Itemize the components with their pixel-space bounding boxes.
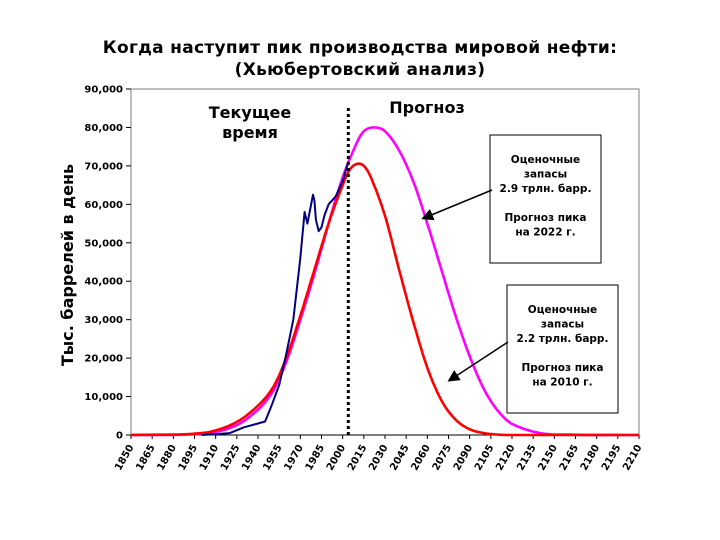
x-tick-label: 1895 [177,443,200,473]
x-tick-label: 1865 [134,443,157,473]
x-tick-label: 2135 [515,443,538,473]
y-tick-label: 70,000 [84,161,123,172]
annotation-box-2010-text: запасы [541,319,584,331]
x-tick-label: 2120 [494,443,517,473]
x-tick-label: 1925 [219,443,242,473]
y-tick-label: 40,000 [84,277,123,288]
x-tick-label: 2180 [579,443,602,473]
arrow-to-2010-curve [447,341,509,382]
x-tick-label: 1970 [282,443,305,473]
x-tick-label: 2060 [409,443,432,473]
x-tick-label: 2210 [621,443,644,473]
y-tick-label: 10,000 [84,392,123,403]
y-tick-label: 60,000 [84,200,123,211]
x-tick-label: 2090 [452,443,475,473]
current-time-label: время [222,123,278,142]
forecast-2022-line [130,126,639,437]
x-tick-label: 2045 [388,443,411,473]
y-tick-label: 20,000 [84,354,123,365]
actual-production-line [201,161,350,436]
annotation-box-2010-text: Оценочные [528,304,597,316]
annotation-box-2022-text: 2.9 трлн. барр. [500,183,592,195]
x-tick-label: 1940 [240,443,263,473]
x-tick-label: 2000 [325,443,348,473]
forecast-label: Прогноз [389,98,465,117]
y-tick-label: 30,000 [84,315,123,326]
x-tick-label: 2165 [558,443,581,473]
x-tick-label: 2150 [536,443,559,473]
arrow-to-2022-curve [421,189,493,221]
y-tick-label: 80,000 [84,123,123,134]
annotation-box-2010 [506,284,619,414]
x-tick-label: 1910 [198,443,221,473]
x-tick-label: 1850 [113,443,136,473]
y-tick-label: 50,000 [84,238,123,249]
annotation-box-2010-text: Прогноз пика [521,362,603,374]
y-tick-label: 0 [116,431,123,442]
annotation-box-2022-text: Прогноз пика [504,212,586,224]
current-time-label: Текущее [209,103,292,122]
x-tick-label: 2195 [600,443,623,473]
forecast-2010-line [130,162,639,437]
annotation-box-2022 [489,134,602,264]
y-tick-label: 90,000 [84,85,123,96]
chart-subtitle: (Хьюбертовский анализ) [234,60,486,80]
annotation-box-2010-text: 2.2 трлн. барр. [517,333,609,345]
x-tick-label: 2105 [473,443,496,473]
x-tick-label: 1880 [155,443,178,473]
x-tick-label: 2030 [367,443,390,473]
x-tick-label: 1955 [261,443,284,473]
annotation-box-2022-text: Оценочные [511,154,580,166]
x-tick-label: 2015 [346,443,369,473]
x-tick-label: 1985 [304,443,327,473]
annotation-box-2022-text: на 2022 г. [515,227,575,239]
x-tick-label: 2075 [431,443,454,473]
y-axis-label: Тыс. баррелей в день [58,164,77,366]
annotation-box-2010-text: на 2010 г. [532,377,592,389]
annotation-box-2022-text: запасы [524,169,567,181]
chart-title: Когда наступит пик производства мировой … [102,38,618,58]
